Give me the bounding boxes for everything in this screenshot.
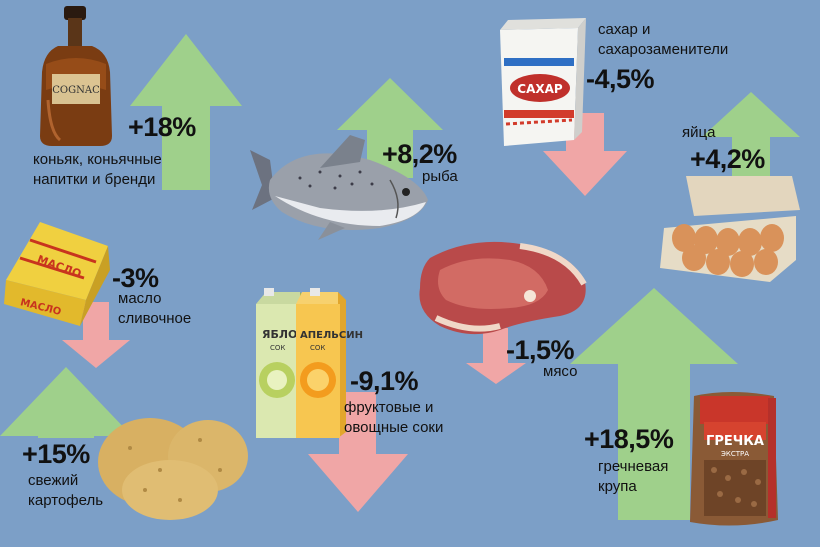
svg-text:ЭКСТРА: ЭКСТРА <box>721 450 749 458</box>
svg-text:ГРЕЧКА: ГРЕЧКА <box>706 434 764 449</box>
svg-text:САХАР: САХАР <box>517 82 563 96</box>
label-sugar: сахар и сахарозаменители <box>598 21 729 58</box>
label-butter: масло сливочное <box>118 290 192 327</box>
potato-icon <box>98 418 248 520</box>
change-butter: -3% <box>112 263 159 293</box>
arrow-up-eggs <box>702 92 800 180</box>
arrow-down-sugar <box>543 113 627 196</box>
change-potato: +15% <box>22 439 90 469</box>
label-buckwheat: гречневая крупа <box>598 458 669 495</box>
meat-icon <box>419 241 587 335</box>
arrows <box>0 34 800 520</box>
svg-text:СОК: СОК <box>270 344 285 352</box>
arrow-down-meat <box>466 328 526 384</box>
fish-icon <box>250 135 428 240</box>
butter-pack-icon: МАСЛО МАСЛО <box>4 222 110 326</box>
change-sugar: -4,5% <box>586 64 655 94</box>
change-fish: +8,2% <box>382 139 457 169</box>
cognac-bottle-icon: COGNAC <box>40 6 112 146</box>
arrow-up-buckwheat <box>570 288 738 520</box>
label-meat: мясо <box>543 363 578 380</box>
change-cognac: +18% <box>128 112 196 142</box>
label-fish: рыба <box>422 168 458 185</box>
juice-cartons-icon: ЯБЛОКО СОК АПЕЛЬСИН СОК <box>256 288 363 438</box>
label-cognac: коньяк, коньячные напитки и бренди <box>33 151 162 188</box>
label-juice: фруктовые и овощные соки <box>344 399 444 436</box>
arrow-up-potato <box>0 367 132 438</box>
label-eggs: яйца <box>682 124 716 141</box>
arrow-up-fish <box>337 78 443 178</box>
change-buckwheat: +18,5% <box>584 424 674 454</box>
arrow-up-cognac <box>130 34 242 190</box>
label-potato: свежий картофель <box>28 472 104 509</box>
svg-text:COGNAC: COGNAC <box>52 85 100 96</box>
change-eggs: +4,2% <box>690 144 765 174</box>
change-juice: -9,1% <box>350 366 419 396</box>
buckwheat-bag-icon: ГРЕЧКА ЭКСТРА <box>690 392 778 526</box>
arrow-down-butter <box>62 302 130 368</box>
svg-text:СОК: СОК <box>310 344 325 352</box>
egg-carton-icon <box>660 176 800 282</box>
sugar-pack-icon: САХАР <box>500 18 586 146</box>
svg-text:АПЕЛЬСИН: АПЕЛЬСИН <box>300 330 363 341</box>
change-meat: -1,5% <box>506 335 575 365</box>
arrow-down-juice <box>308 392 408 512</box>
